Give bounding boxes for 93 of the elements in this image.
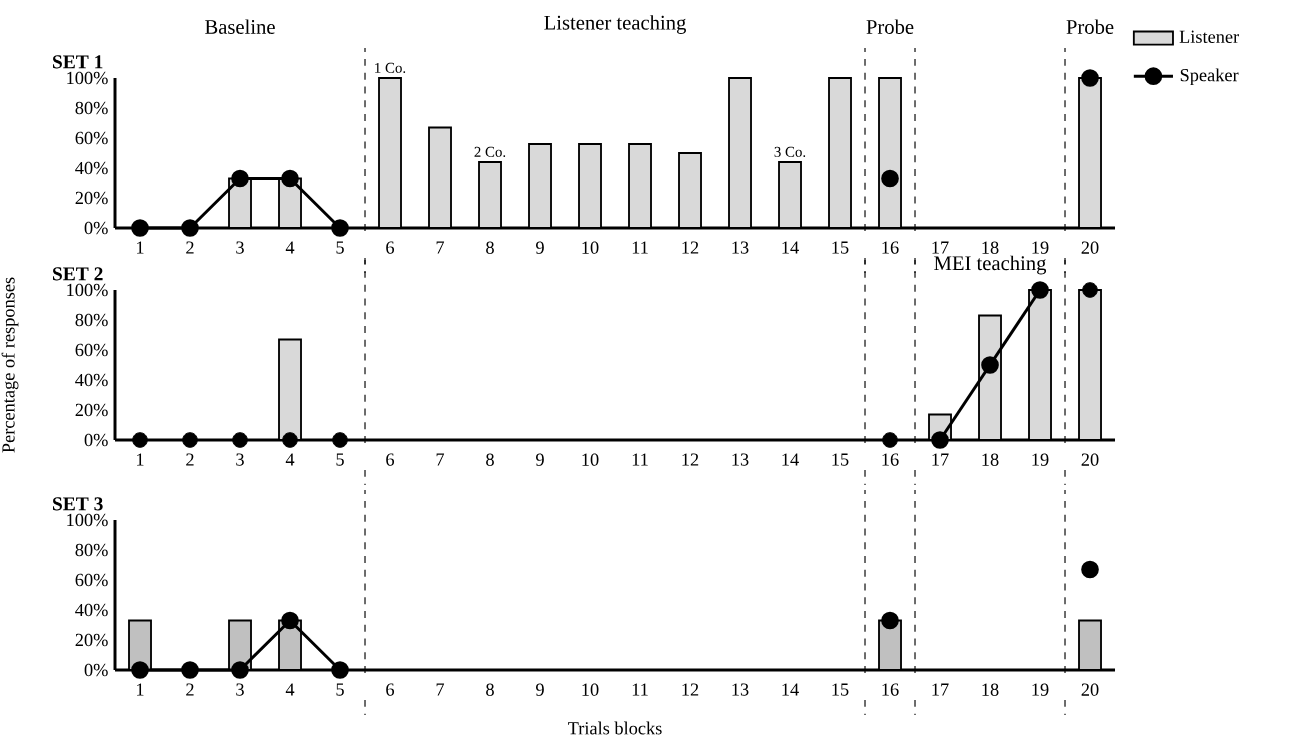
x-tick-label: 20 (1081, 241, 1099, 254)
legend-label: Listener (1179, 30, 1240, 43)
x-tick-label: 18 (982, 453, 999, 466)
y-tick-label: 100% (67, 513, 108, 527)
x-tick-label: 14 (782, 453, 799, 466)
chart-title: SET 1 (53, 55, 103, 69)
x-tick-label: 12 (682, 683, 699, 696)
annotation: 3 Co. (774, 146, 806, 157)
y-tick-label: 40% (75, 373, 108, 387)
x-tick-label: 15 (832, 453, 849, 466)
x-tick-label: 6 (386, 241, 395, 254)
y-tick-label: 20% (75, 191, 108, 205)
legend-label: Speaker (1180, 68, 1239, 86)
y-tick-label: 0% (84, 663, 108, 677)
y-axis-title: Percentage of responses (1, 277, 19, 453)
y-tick-label: 60% (75, 131, 108, 145)
x-tick-label: 12 (682, 241, 699, 254)
x-tick-label: 3 (236, 683, 244, 696)
y-tick-label: 20% (75, 633, 108, 647)
x-tick-label: 10 (582, 453, 599, 466)
x-tick-label: 19 (1032, 683, 1049, 696)
x-tick-label: 10 (582, 683, 599, 696)
x-tick-label: 9 (536, 241, 544, 254)
text: Baseline (205, 19, 275, 34)
chart-title: SET 2 (53, 267, 103, 281)
x-tick-label: 5 (336, 241, 344, 254)
x-tick-label: 2 (186, 453, 194, 466)
chart-title: SET 3 (53, 497, 103, 511)
y-tick-label: 100% (67, 71, 108, 85)
x-tick-label: 4 (285, 241, 295, 254)
y-tick-label: 80% (75, 101, 108, 115)
x-tick-label: 3 (236, 241, 244, 254)
x-tick-label: 1 (137, 241, 144, 254)
x-tick-label: 8 (486, 453, 494, 466)
y-tick-label: 80% (75, 313, 108, 327)
y-tick-label: 60% (75, 573, 108, 587)
text: Probe (1066, 19, 1114, 34)
x-tick-label: 14 (782, 241, 799, 254)
x-tick-label: 9 (536, 683, 544, 696)
x-tick-label: 16 (882, 241, 899, 254)
x-tick-label: 8 (486, 683, 494, 696)
x-tick-label: 18 (982, 683, 999, 696)
x-tick-label: 2 (186, 241, 194, 254)
x-tick-label: 20 (1081, 453, 1099, 466)
x-tick-label: 20 (1081, 683, 1099, 696)
x-tick-label: 9 (536, 453, 544, 466)
x-tick-label: 19 (1032, 453, 1049, 466)
text: Probe (866, 19, 914, 34)
x-tick-label: 14 (782, 683, 799, 696)
x-tick-label: 7 (436, 241, 445, 254)
y-tick-label: 40% (75, 161, 108, 175)
x-tick-label: 11 (632, 453, 648, 466)
x-tick-label: 5 (336, 683, 344, 696)
text: MEI teaching (934, 255, 1047, 275)
x-tick-label: 4 (285, 453, 295, 466)
x-tick-label: 3 (236, 453, 244, 466)
x-tick-label: 4 (285, 683, 295, 696)
x-tick-label: 11 (632, 241, 648, 254)
y-tick-label: 60% (75, 343, 108, 357)
x-tick-label: 6 (386, 453, 395, 466)
x-tick-label: 6 (386, 683, 395, 696)
y-tick-label: 0% (84, 221, 108, 235)
y-tick-label: 40% (75, 603, 108, 617)
x-tick-label: 19 (1032, 241, 1049, 254)
x-tick-label: 13 (732, 241, 749, 254)
x-tick-label: 16 (882, 453, 899, 466)
x-tick-label: 18 (982, 241, 999, 254)
x-tick-label: 16 (882, 683, 899, 696)
x-tick-label: 13 (732, 453, 749, 466)
x-tick-label: 15 (832, 683, 849, 696)
x-tick-label: 13 (732, 683, 749, 696)
x-tick-label: 2 (186, 683, 194, 696)
x-tick-label: 17 (932, 453, 949, 466)
annotation: 2 Co. (474, 146, 506, 157)
annotation: 1 Co. (375, 62, 406, 73)
y-tick-label: 20% (75, 403, 108, 417)
x-tick-label: 17 (932, 241, 949, 254)
x-tick-label: 1 (137, 453, 144, 466)
x-tick-label: 8 (486, 241, 494, 254)
text: Listener teaching (544, 15, 686, 34)
y-tick-label: 80% (75, 543, 108, 557)
y-tick-label: 100% (67, 283, 108, 297)
x-tick-label: 7 (436, 453, 445, 466)
x-tick-label: 12 (682, 453, 699, 466)
x-tick-label: 11 (632, 683, 648, 696)
y-tick-label: 0% (84, 433, 108, 447)
x-tick-label: 7 (436, 683, 445, 696)
x-tick-label: 5 (336, 453, 344, 466)
x-tick-label: 15 (832, 241, 849, 254)
x-tick-label: 1 (137, 683, 144, 696)
x-tick-label: 17 (932, 683, 949, 696)
x-axis-title: Trials blocks (568, 721, 662, 735)
x-tick-label: 10 (582, 241, 599, 254)
